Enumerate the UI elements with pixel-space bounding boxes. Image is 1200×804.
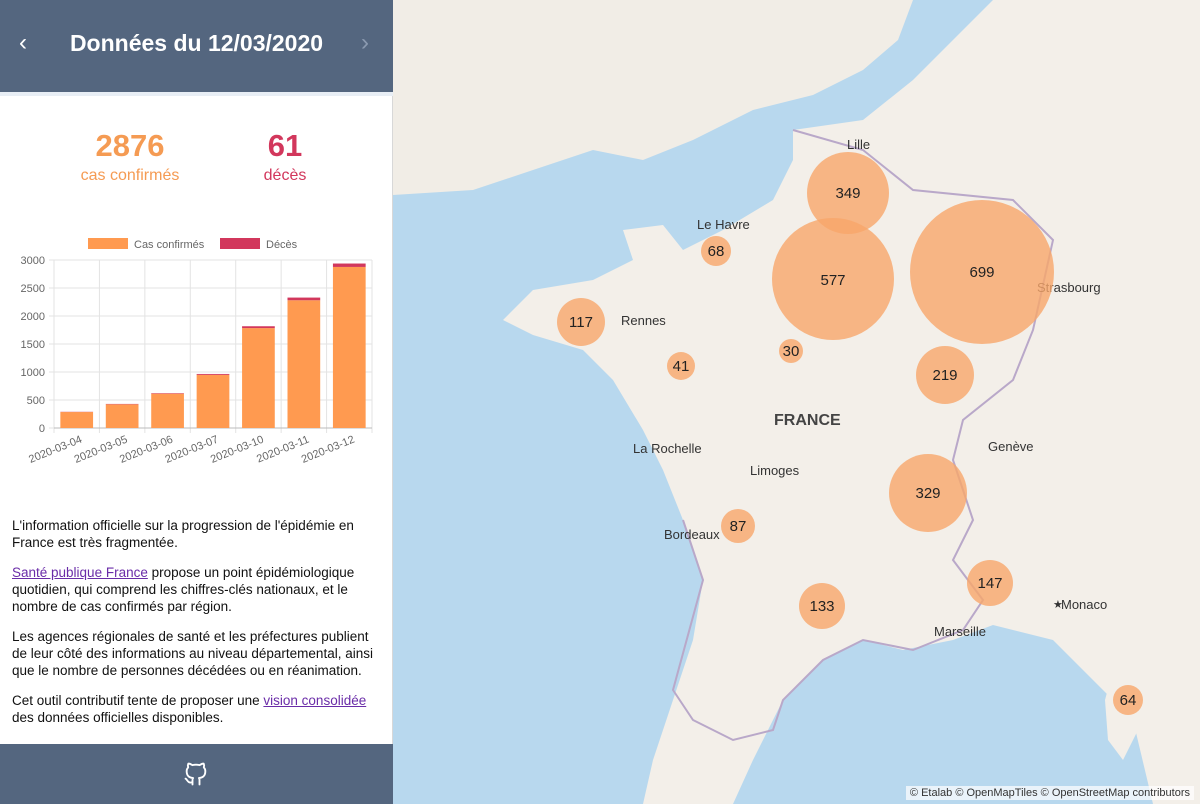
region-bubble[interactable] — [807, 152, 889, 234]
sidebar: ‹ Données du 12/03/2020 › 2876 cas confi… — [0, 0, 393, 804]
description-paragraph-4-after: des données officielles disponibles. — [12, 710, 224, 725]
bubble-label: 117 — [569, 314, 593, 331]
bar — [151, 393, 184, 428]
description-text: L'information officielle sur la progress… — [12, 517, 380, 739]
description-paragraph-2-text: propose un point épidémiologique quotidi… — [12, 565, 355, 614]
y-tick-label: 0 — [39, 423, 45, 435]
region-bubble[interactable] — [557, 298, 605, 346]
bar — [332, 266, 366, 428]
bar — [151, 393, 184, 394]
bar — [105, 404, 139, 428]
sante-publique-link[interactable]: Santé publique France — [12, 565, 148, 580]
description-paragraph-4: Cet outil contributif tente de proposer … — [12, 692, 380, 726]
bubble-label: 699 — [969, 264, 994, 281]
star-icon: ★ — [1053, 599, 1063, 611]
y-tick-label: 1000 — [21, 367, 45, 379]
bubble-label: 30 — [783, 343, 800, 360]
region-bubble[interactable] — [910, 200, 1054, 344]
bar — [287, 300, 321, 428]
y-tick-label: 2000 — [21, 311, 45, 323]
description-paragraph-2: Santé publique France propose un point é… — [12, 564, 380, 615]
bubble-label: 87 — [730, 518, 747, 535]
legend-swatch — [88, 238, 128, 249]
region-bubble[interactable] — [667, 352, 695, 380]
region-bubble[interactable] — [889, 454, 967, 532]
region-bubble[interactable] — [721, 509, 755, 543]
city-label-monaco: Monaco — [1061, 597, 1107, 612]
region-bubble[interactable] — [916, 346, 974, 404]
y-tick-label: 500 — [27, 395, 45, 407]
map-view[interactable]: Lille Le Havre Rennes Strasbourg La Roch… — [393, 0, 1200, 804]
bar — [242, 328, 275, 428]
github-icon[interactable] — [182, 760, 210, 788]
confirmed-cases-stat: 2876 cas confirmés — [40, 128, 220, 185]
bubble-label: 577 — [820, 272, 845, 289]
chevron-left-icon[interactable]: ‹ — [19, 29, 27, 56]
city-label-rennes: Rennes — [621, 313, 666, 328]
city-label-marseille: Marseille — [934, 624, 986, 639]
bubble-label: 41 — [673, 358, 690, 375]
region-bubble[interactable] — [799, 583, 845, 629]
bubble-label: 147 — [977, 575, 1002, 592]
region-bubble[interactable] — [1113, 685, 1143, 715]
region-bubble[interactable] — [967, 560, 1013, 606]
city-label-bordeaux: Bordeaux — [664, 527, 720, 542]
bubble-layer — [557, 152, 1143, 715]
city-label-lille: Lille — [847, 137, 870, 152]
bar — [60, 412, 94, 428]
legend-label: Décès — [266, 239, 298, 251]
bubble-label: 219 — [932, 367, 957, 384]
legend-label: Cas confirmés — [134, 239, 205, 251]
y-tick-label: 2500 — [21, 283, 45, 295]
bubble-label: 329 — [915, 485, 940, 502]
footer-bar — [0, 744, 393, 804]
bubble-label: 68 — [708, 243, 725, 260]
bar — [287, 297, 321, 301]
description-paragraph-3: Les agences régionales de santé et les p… — [12, 629, 373, 678]
region-bubble[interactable] — [701, 236, 731, 266]
map-canvas[interactable]: Lille Le Havre Rennes Strasbourg La Roch… — [393, 0, 1200, 804]
legend-swatch — [220, 238, 260, 249]
city-label-la-rochelle: La Rochelle — [633, 441, 702, 456]
city-label-limoges: Limoges — [750, 463, 800, 478]
bar — [196, 373, 230, 375]
bar — [196, 374, 230, 428]
confirmed-cases-label: cas confirmés — [80, 167, 180, 184]
chevron-right-icon[interactable]: › — [361, 29, 369, 56]
region-bubble[interactable] — [772, 218, 894, 340]
bar — [332, 263, 366, 267]
bubble-label: 133 — [809, 598, 834, 615]
description-paragraph-1: L'information officielle sur la progress… — [12, 518, 354, 550]
description-paragraph-4-before: Cet outil contributif tente de proposer … — [12, 693, 264, 708]
page-title: Données du 12/03/2020 — [69, 30, 324, 56]
bubble-labels: 349 68 577 699 117 30 41 219 329 87 147 … — [569, 185, 1136, 709]
confirmed-cases-value: 2876 — [95, 128, 165, 163]
map-attribution: © Etalab © OpenMapTiles © OpenStreetMap … — [905, 786, 1194, 800]
uk-landmass — [393, 0, 913, 195]
bubble-label: 64 — [1120, 692, 1137, 709]
city-label-geneve: Genève — [988, 439, 1034, 454]
city-label-le-havre: Le Havre — [697, 217, 750, 232]
country-label: FRANCE — [774, 412, 841, 429]
y-tick-label: 3000 — [21, 255, 45, 267]
y-tick-label: 1500 — [21, 339, 45, 351]
bar — [242, 326, 275, 329]
deaths-value: 61 — [267, 128, 303, 163]
deaths-stat: 61 décès — [195, 128, 375, 185]
cases-bar-chart: Cas confirmés Décès 0 500 1000 1500 2000 2500 30… — [21, 238, 373, 466]
vision-consolidee-link[interactable]: vision consolidée — [263, 693, 367, 708]
region-bubble[interactable] — [779, 339, 803, 363]
deaths-label: décès — [263, 167, 307, 184]
continent-landmass — [503, 0, 1200, 804]
header-bar: ‹ Données du 12/03/2020 › — [0, 0, 393, 96]
bubble-label: 349 — [835, 185, 860, 202]
